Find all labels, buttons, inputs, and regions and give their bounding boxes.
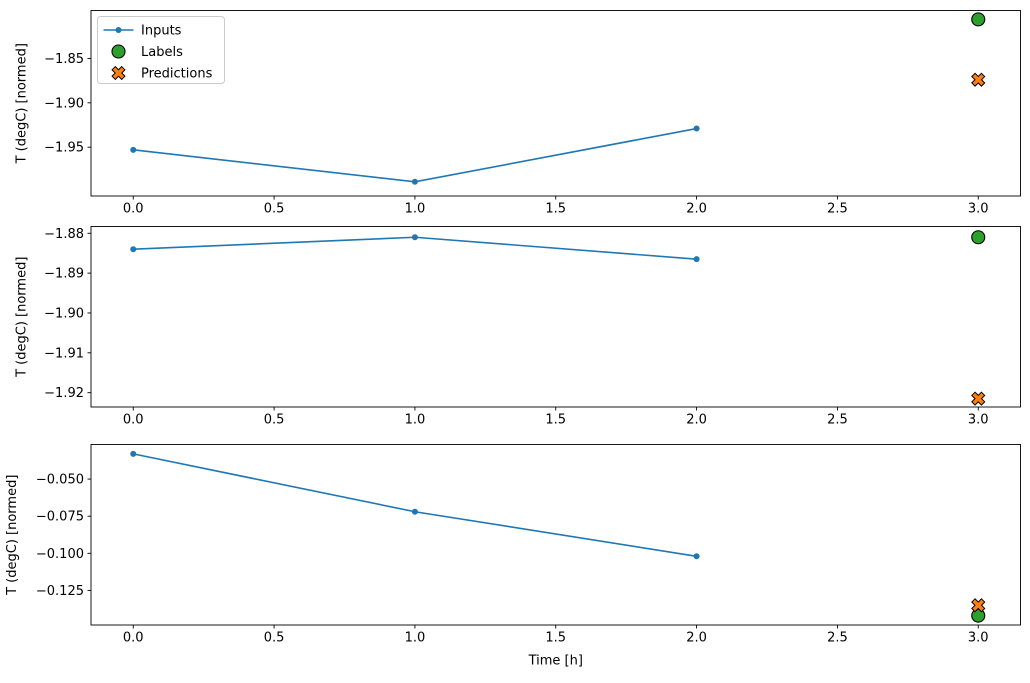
x-axis-label: Time [h]: [528, 654, 583, 669]
plot-area: [90, 226, 1021, 408]
subplots-group: 0.0 0.5 1.0 1.5 2.0 2.5 3.0 −1.85 −1.90 −1.95 Inpu…: [36, 10, 1021, 646]
x-tick-label: 1.5: [545, 413, 566, 428]
y-tick-label: −1.92: [44, 386, 84, 401]
predictions-marker: [971, 598, 986, 613]
x-tick-label: 1.0: [405, 202, 426, 217]
predictions-marker: [971, 391, 986, 406]
y-tick-label: −1.90: [44, 306, 84, 321]
inputs-marker: [130, 146, 137, 153]
y-tick-label: −1.91: [44, 346, 84, 361]
x-tick-label: 3.0: [968, 631, 989, 646]
y-tick-label: −1.88: [44, 227, 84, 242]
y-tick-label: −0.125: [36, 584, 84, 599]
legend-item-labels: Labels: [111, 44, 183, 60]
x-tick-label: 1.5: [545, 202, 566, 217]
inputs-marker: [130, 246, 137, 253]
x-tick-label: 3.0: [968, 413, 989, 428]
inputs-marker: [693, 256, 700, 263]
legend-label: Inputs: [141, 24, 182, 39]
legend-x-icon: [111, 65, 126, 81]
subplot-1: 0.0 0.5 1.0 1.5 2.0 2.5 3.0 −1.85 −1.90 −1.95 Inpu…: [44, 10, 1021, 217]
inputs-marker: [693, 553, 700, 560]
y-tick-label: −1.90: [44, 96, 84, 111]
subplot-3: 0.0 0.5 1.0 1.5 2.0 2.5 3.0 −0.050 −0.075 −0.100 −…: [36, 444, 1021, 646]
y-tick-label: −0.075: [36, 510, 84, 525]
inputs-marker: [693, 125, 700, 132]
y-tick-label: −0.050: [36, 473, 84, 488]
legend: Inputs Labels Predictions: [97, 16, 225, 84]
y-tick-label: −1.89: [44, 267, 84, 282]
x-tick-label: 2.5: [827, 202, 848, 217]
y-tick-label: −1.85: [44, 52, 84, 67]
legend-item-predictions: Predictions: [111, 65, 213, 82]
labels-marker: [971, 12, 986, 27]
inputs-marker: [411, 508, 418, 515]
legend-label: Predictions: [141, 67, 213, 82]
labels-marker: [971, 230, 986, 245]
x-tick-label: 2.5: [827, 631, 848, 646]
inputs-marker: [130, 450, 137, 457]
x-tick-label: 0.5: [264, 631, 285, 646]
y-axis-label-subplot-1: T (degC) [normed]: [15, 43, 30, 164]
inputs-marker: [411, 178, 418, 185]
x-tick-label: 0.5: [264, 413, 285, 428]
x-tick-label: 2.0: [686, 413, 707, 428]
legend-label: Labels: [141, 45, 183, 60]
legend-box: [97, 16, 225, 84]
inputs-marker: [411, 234, 418, 241]
y-axis-label-subplot-2: T (degC) [normed]: [15, 257, 30, 378]
x-tick-label: 0.5: [264, 202, 285, 217]
x-tick-label: 0.0: [123, 413, 144, 428]
labels-marker: [971, 608, 986, 623]
y-tick-label: −0.100: [36, 547, 84, 562]
legend-dot-icon: [115, 27, 122, 33]
x-tick-label: 2.5: [827, 413, 848, 428]
legend-circle-icon: [111, 44, 126, 59]
x-tick-label: 1.0: [405, 631, 426, 646]
x-tick-label: 3.0: [968, 202, 989, 217]
x-tick-label: 1.0: [405, 413, 426, 428]
x-tick-label: 1.5: [545, 631, 566, 646]
x-tick-label: 2.0: [686, 631, 707, 646]
legend-item-inputs: Inputs: [103, 24, 182, 39]
predictions-marker: [971, 72, 986, 87]
y-axis-label-subplot-3: T (degC) [normed]: [5, 475, 20, 596]
y-tick-label: −1.95: [44, 141, 84, 156]
x-tick-label: 0.0: [123, 631, 144, 646]
x-tick-label: 0.0: [123, 202, 144, 217]
x-tick-label: 2.0: [686, 202, 707, 217]
plot-area: [90, 10, 1021, 197]
subplot-2: 0.0 0.5 1.0 1.5 2.0 2.5 3.0 −1.88 −1.89 −1.90 −1.9…: [44, 226, 1021, 428]
